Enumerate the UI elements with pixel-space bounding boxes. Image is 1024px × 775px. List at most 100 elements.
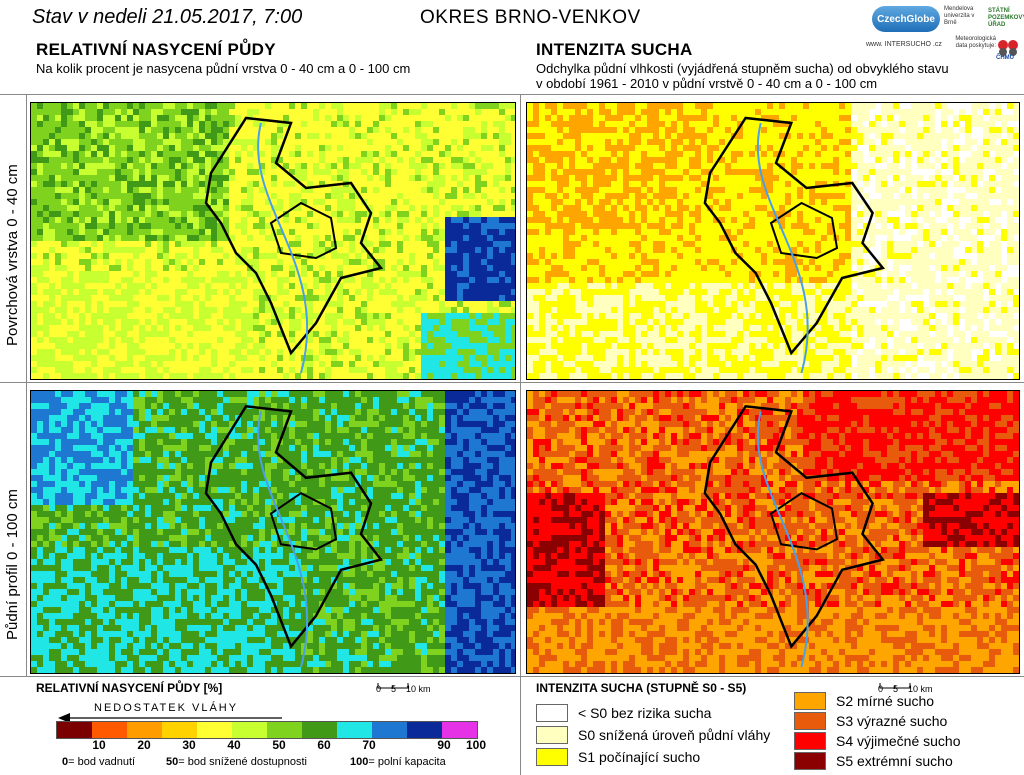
date-title: Stav v nedeli 21.05.2017, 7:00 xyxy=(32,6,303,28)
note-capacity-text: = polní kapacita xyxy=(368,756,446,768)
legend-label-s5: S5 extrémní sucho xyxy=(836,753,953,769)
map-topsoil-saturation xyxy=(30,102,516,380)
colorbar-segment xyxy=(92,722,128,738)
legend-label-s0: S0 snížená úroveň půdní vláhy xyxy=(578,727,771,743)
right-legend-title: INTENZITA SUCHA (STUPNĚ S0 - S5) xyxy=(536,681,747,695)
scale-left-10: 10 km xyxy=(406,684,431,694)
legend-label-s2: S2 mírné sucho xyxy=(836,693,935,709)
cb-tick-50: 50 xyxy=(272,738,286,752)
row-label-top: Povrchová vrstva 0 - 40 cm xyxy=(4,164,21,346)
right-section-subtitle-1: Odchylka půdní vlhkosti (vyjádřená stupn… xyxy=(536,61,949,76)
frame-left-line xyxy=(26,94,27,676)
right-section-title: INTENZITA SUCHA xyxy=(536,40,693,59)
brno-boundary xyxy=(269,201,338,260)
deficit-arrow-icon xyxy=(58,713,282,723)
map-topsoil-saturation-canvas xyxy=(31,103,515,379)
cb-tick-100: 100 xyxy=(465,738,487,752)
swatch-no-risk xyxy=(536,704,568,722)
cb-tick-10: 10 xyxy=(92,738,106,752)
note-wilting-value: 0 xyxy=(62,756,69,768)
river xyxy=(756,122,809,374)
map-profile-saturation xyxy=(30,390,516,674)
colorbar-segment xyxy=(302,722,338,738)
map-topsoil-drought-canvas xyxy=(527,103,1019,379)
cb-tick-70: 70 xyxy=(362,738,376,752)
district-boundary xyxy=(204,116,384,356)
scalebar-right: 0 5 10 km xyxy=(872,680,942,694)
river xyxy=(257,122,309,374)
scale-right-5: 5 xyxy=(893,684,899,694)
szu-logo: STÁTNÍ POZEMKOVÝ ÚŘAD xyxy=(988,8,1024,28)
frame-row-line xyxy=(0,382,1024,383)
right-section-subtitle-2: v období 1961 - 2010 v půdní vrstvě 0 - … xyxy=(536,76,878,91)
chmi-text: ČHMÚ xyxy=(996,55,1014,61)
swatch-s1 xyxy=(536,748,568,766)
cb-tick-90: 90 xyxy=(437,738,451,752)
left-section-title: RELATIVNÍ NASYCENÍ PŮDY xyxy=(36,40,276,59)
row-label-bottom: Půdní profil 0 - 100 cm xyxy=(4,489,21,640)
scalebar-left: 0 5 10 km xyxy=(370,680,440,694)
meteo-data-label: Meteorologická data poskytuje: xyxy=(955,36,996,49)
colorbar-segment xyxy=(267,722,303,738)
legend-label-s1: S1 počínající sucho xyxy=(578,749,701,765)
legend-item-s4: S4 výjimečné sucho xyxy=(794,732,961,750)
chmi-icon xyxy=(998,40,1018,56)
brno-boundary xyxy=(769,492,839,551)
legend-label-s4: S4 výjimečné sucho xyxy=(836,733,961,749)
map-profile-drought xyxy=(526,390,1020,674)
legend-item-s5: S5 extrémní sucho xyxy=(794,752,953,770)
legend-item-s3: S3 výrazné sucho xyxy=(794,712,947,730)
swatch-s0 xyxy=(536,726,568,744)
cb-tick-60: 60 xyxy=(317,738,331,752)
note-reduced-text: = bod snížené dostupnosti xyxy=(178,756,307,768)
scale-left-0: 0 xyxy=(376,684,382,694)
swatch-s2 xyxy=(794,692,826,710)
cb-tick-20: 20 xyxy=(137,738,151,752)
frame-top-line xyxy=(0,94,1024,95)
note-wilting-text: = bod vadnutí xyxy=(68,756,136,768)
cb-tick-40: 40 xyxy=(227,738,241,752)
scale-right-10: 10 km xyxy=(908,684,933,694)
intersucho-web: www. INTERSUCHO .cz xyxy=(866,41,942,48)
note-wilting: 0= bod vadnutí xyxy=(62,756,135,768)
deficit-arrow: NEDOSTATEK VLÁHY xyxy=(56,702,286,723)
colorbar-segment xyxy=(162,722,198,738)
left-section-subtitle: Na kolik procent je nasycena půdní vrstv… xyxy=(36,61,411,76)
note-reduced-value: 50 xyxy=(166,756,179,768)
brno-boundary xyxy=(769,201,839,260)
left-legend-title: RELATIVNÍ NASYCENÍ PŮDY [%] xyxy=(36,681,223,695)
note-capacity-value: 100 xyxy=(350,756,369,768)
scale-right-0: 0 xyxy=(878,684,884,694)
deficit-arrow-label: NEDOSTATEK VLÁHY xyxy=(94,702,239,714)
note-capacity: 100= polní kapacita xyxy=(350,756,446,768)
legend-item-s0: S0 snížená úroveň půdní vláhy xyxy=(536,726,770,744)
colorbar-segment xyxy=(442,722,478,738)
saturation-colorbar-canvas xyxy=(57,722,478,738)
river xyxy=(756,411,809,668)
swatch-s4 xyxy=(794,732,826,750)
brno-boundary xyxy=(269,492,338,551)
colorbar-segment xyxy=(197,722,233,738)
colorbar-segment xyxy=(57,722,93,738)
colorbar-ticks: 10 20 30 40 50 60 70 90 100 xyxy=(56,738,486,754)
frame-legend-line xyxy=(0,676,1024,677)
legend-label-no-risk: < S0 bez rizika sucha xyxy=(578,705,712,721)
river xyxy=(257,411,309,668)
colorbar-segment xyxy=(232,722,268,738)
legend-item-no-risk: < S0 bez rizika sucha xyxy=(536,704,711,722)
note-reduced: 50= bod snížené dostupnosti xyxy=(166,756,307,768)
colorbar-segment xyxy=(127,722,163,738)
scalebar-right-graphic xyxy=(879,683,911,689)
colorbar-segment xyxy=(372,722,408,738)
frame-middle-line xyxy=(520,94,521,775)
scalebar-left-graphic xyxy=(377,683,409,689)
saturation-colorbar xyxy=(56,721,478,739)
colorbar-segment xyxy=(407,722,443,738)
czechglobe-logo: CzechGlobe xyxy=(872,6,940,32)
legend-item-s1: S1 počínající sucho xyxy=(536,748,700,766)
swatch-s5 xyxy=(794,752,826,770)
legend-item-s2: S2 mírné sucho xyxy=(794,692,934,710)
swatch-s3 xyxy=(794,712,826,730)
district-title: OKRES BRNO-VENKOV xyxy=(420,7,641,28)
mendel-logo: Mendelova univerzita v Brně xyxy=(944,6,975,26)
